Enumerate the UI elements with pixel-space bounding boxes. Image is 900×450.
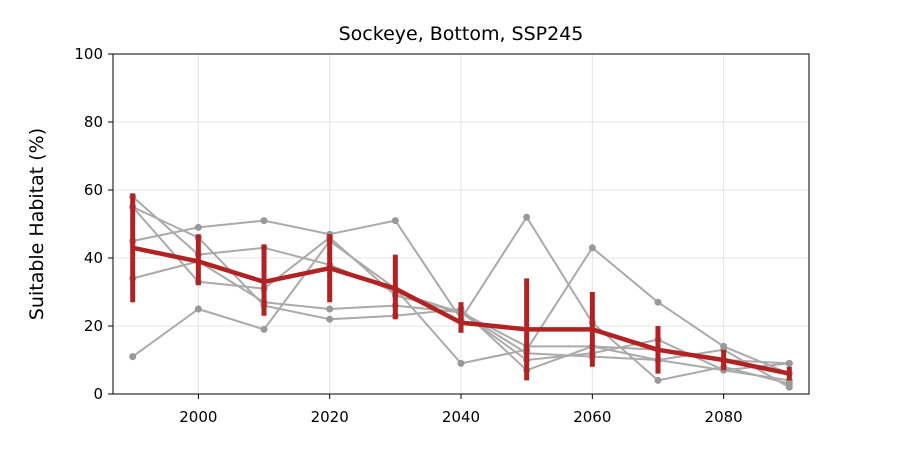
y-axis-ticks: 0 20 40 60 80 100 <box>74 45 113 403</box>
y-tick-label: 60 <box>84 181 103 199</box>
x-tick-label: 2080 <box>705 408 743 426</box>
model-series-point <box>326 315 334 323</box>
y-tick-label: 20 <box>84 317 103 335</box>
model-series-point <box>260 217 268 225</box>
model-series-point <box>785 383 793 391</box>
model-series-point <box>391 217 399 225</box>
y-tick-label: 80 <box>84 113 103 131</box>
x-tick-label: 2040 <box>442 408 480 426</box>
model-series-point <box>654 298 662 306</box>
y-tick-label: 100 <box>74 45 103 63</box>
mean-series <box>130 193 792 381</box>
model-series-point <box>523 213 531 221</box>
y-tick-label: 40 <box>84 249 103 267</box>
model-series-point <box>785 359 793 367</box>
model-series-point <box>194 305 202 313</box>
model-series-point <box>129 353 137 361</box>
x-axis-ticks: 2000 2020 2040 2060 2080 <box>179 394 743 426</box>
model-series-point <box>720 342 728 350</box>
model-series-point <box>457 359 465 367</box>
grid <box>113 53 809 395</box>
model-series-point <box>326 305 334 313</box>
model-series-point <box>194 223 202 231</box>
y-axis-title: Suitable Habitat (%) <box>26 128 48 320</box>
model-series-point <box>654 376 662 384</box>
x-tick-label: 2060 <box>573 408 611 426</box>
y-tick-label: 0 <box>93 385 103 403</box>
model-series-point <box>260 325 268 333</box>
model-series-point <box>588 244 596 252</box>
chart-title: Sockeye, Bottom, SSP245 <box>339 23 584 45</box>
x-tick-label: 2000 <box>179 408 217 426</box>
x-tick-label: 2020 <box>311 408 349 426</box>
